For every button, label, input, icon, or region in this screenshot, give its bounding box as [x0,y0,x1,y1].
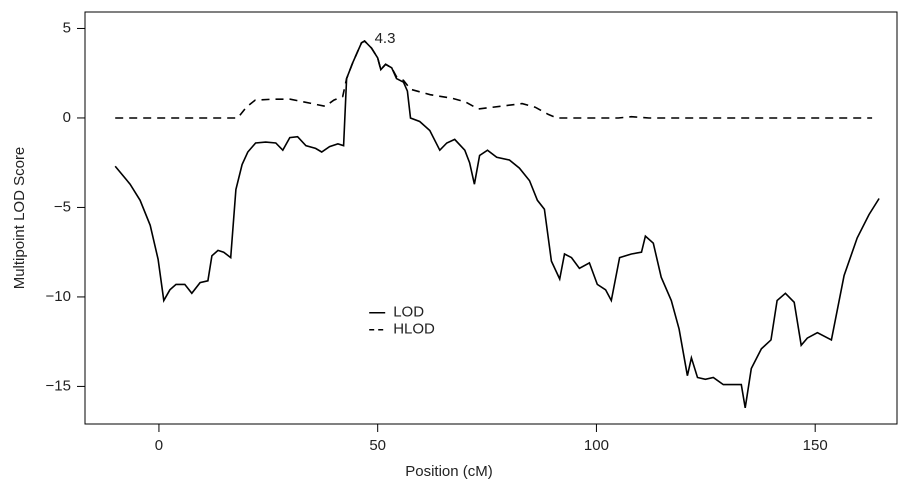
x-tick-label: 0 [155,437,163,454]
y-tick-label: 0 [63,109,71,126]
y-tick-label: −15 [46,377,71,394]
x-tick-label: 50 [369,437,386,454]
x-tick-label: 100 [584,437,609,454]
y-axis-label: Multipoint LOD Score [11,147,28,290]
y-tick-label: −5 [54,198,71,215]
series-line [114,39,880,409]
annotation: 4.3 [375,30,396,47]
plot-frame [84,11,898,425]
y-tick-label: −10 [46,288,71,305]
series-line [115,39,873,119]
legend-label: HLOD [393,321,435,338]
y-tick-label: 5 [63,19,71,36]
x-tick-label: 150 [803,437,828,454]
x-axis-label: Position (cM) [405,463,493,480]
legend-label: LOD [393,304,424,321]
